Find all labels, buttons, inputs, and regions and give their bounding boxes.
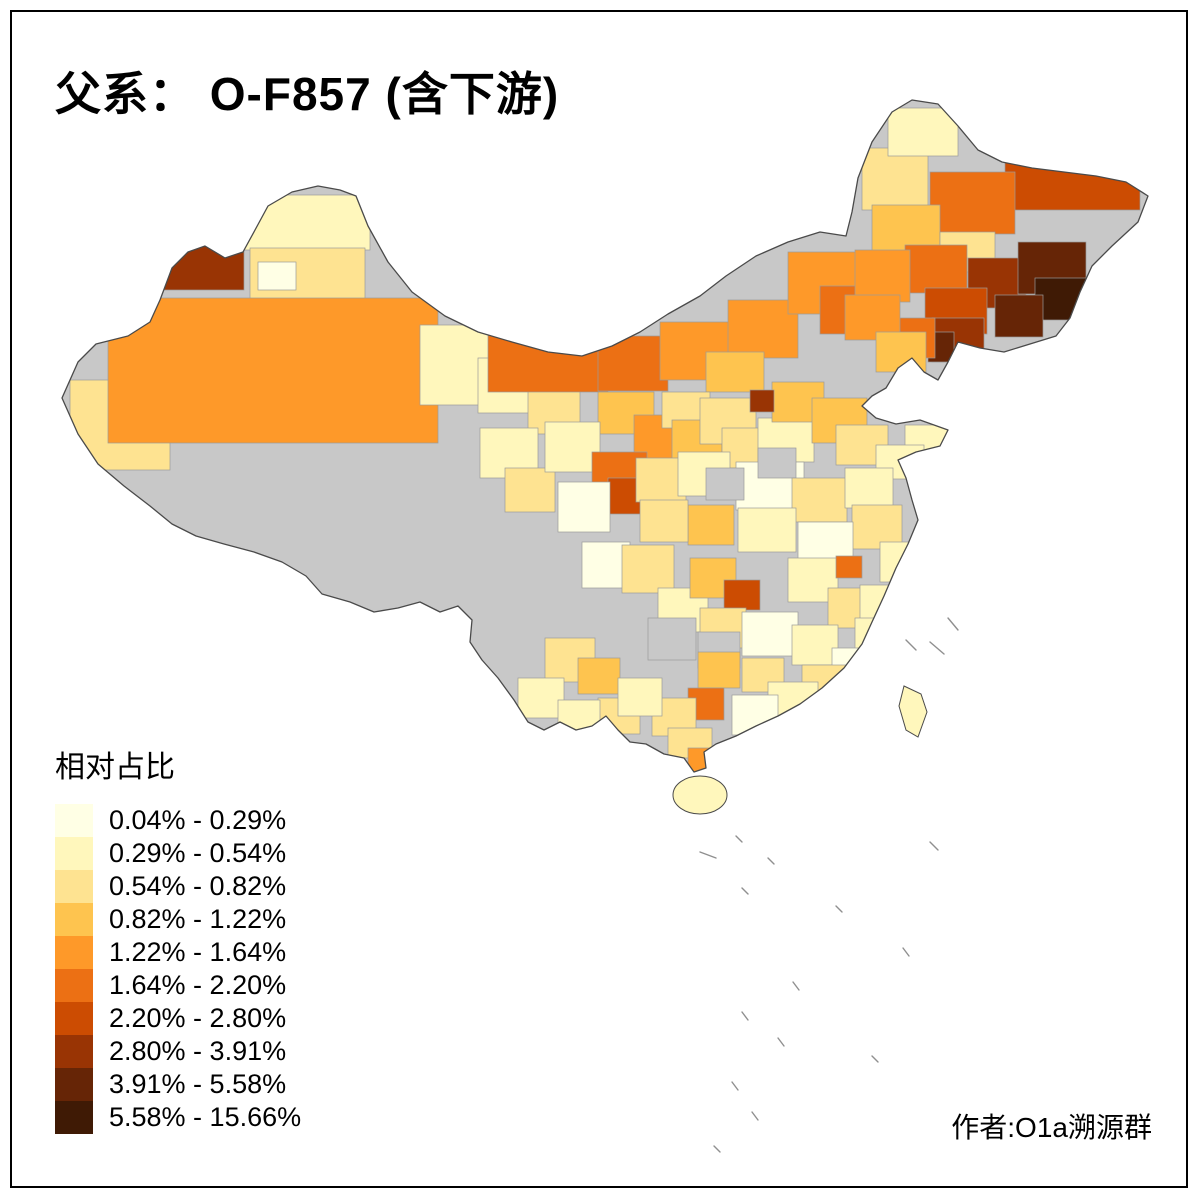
prefecture-cell bbox=[741, 611, 799, 657]
legend-row: 0.29% - 0.54% bbox=[55, 837, 301, 870]
prefecture-cell bbox=[517, 677, 565, 719]
prefecture-cell bbox=[723, 579, 761, 611]
sea-island-mark bbox=[767, 857, 775, 865]
legend-row: 0.54% - 0.82% bbox=[55, 870, 301, 903]
prefecture-cell bbox=[844, 467, 894, 509]
prefecture-cell bbox=[617, 677, 663, 717]
prefecture-cell bbox=[861, 147, 929, 211]
prefecture-cell bbox=[929, 171, 1016, 235]
sea-island-mark bbox=[735, 835, 743, 843]
prefecture-cell bbox=[597, 335, 669, 392]
legend-swatch bbox=[55, 903, 93, 936]
legend-row: 2.80% - 3.91% bbox=[55, 1035, 301, 1068]
national-boundary bbox=[61, 99, 1149, 773]
sea-island-mark bbox=[777, 1037, 785, 1047]
prefecture-cell bbox=[879, 541, 923, 583]
prefecture-cell bbox=[731, 694, 779, 736]
sea-island-mark bbox=[751, 1111, 759, 1121]
sea-island-mark bbox=[713, 1145, 721, 1153]
legend-swatch bbox=[55, 870, 93, 903]
legend-range-label: 0.04% - 0.29% bbox=[109, 805, 287, 835]
sea-island-mark bbox=[929, 641, 945, 655]
legend-swatch bbox=[55, 969, 93, 1002]
prefecture-cell bbox=[687, 504, 735, 546]
legend-range-label: 1.64% - 2.20% bbox=[109, 970, 287, 1000]
map-title: 父系： O-F857 (含下游) bbox=[55, 68, 560, 120]
legend-items: 0.04% - 0.29% 0.29% - 0.54% 0.54% - 0.82% 0… bbox=[55, 804, 301, 1134]
prefecture-cell bbox=[107, 297, 439, 444]
legend-row: 1.64% - 2.20% bbox=[55, 969, 301, 1002]
legend-range-label: 2.80% - 3.91% bbox=[109, 1036, 287, 1066]
prefecture-cell bbox=[504, 467, 556, 513]
prefecture-cell bbox=[844, 294, 901, 341]
prefecture-cell bbox=[854, 249, 911, 303]
legend-range-label: 3.91% - 5.58% bbox=[109, 1069, 287, 1099]
legend-range-label: 0.29% - 0.54% bbox=[109, 838, 287, 868]
legend-swatch bbox=[55, 1101, 93, 1134]
legend-row: 3.91% - 5.58% bbox=[55, 1068, 301, 1101]
prefecture-cell bbox=[994, 294, 1044, 338]
prefecture-cell bbox=[705, 467, 745, 501]
prefecture-cell bbox=[577, 657, 621, 695]
prefecture-cell bbox=[727, 299, 799, 359]
prefecture-cell bbox=[557, 481, 611, 533]
legend-swatch bbox=[55, 1002, 93, 1035]
sea-island-mark bbox=[947, 617, 959, 631]
sea-island-mark bbox=[871, 1055, 879, 1063]
prefecture-cell bbox=[854, 617, 896, 657]
prefecture-cell bbox=[621, 544, 675, 594]
prefecture-cell bbox=[887, 107, 959, 157]
taiwan-island bbox=[898, 685, 928, 738]
sea-island-mark bbox=[905, 639, 917, 651]
legend-range-label: 0.82% - 1.22% bbox=[109, 904, 287, 934]
prefecture-cell bbox=[647, 617, 697, 661]
legend-range-label: 1.22% - 1.64% bbox=[109, 937, 287, 967]
prefecture-cell bbox=[737, 507, 797, 553]
prefecture-cell bbox=[487, 329, 609, 393]
legend-row: 0.04% - 0.29% bbox=[55, 804, 301, 837]
legend-swatch bbox=[55, 804, 93, 837]
prefecture-cell bbox=[835, 555, 863, 579]
sea-island-mark bbox=[792, 981, 800, 991]
sea-island-mark bbox=[741, 1011, 749, 1021]
legend-swatch bbox=[55, 936, 93, 969]
legend-row: 5.58% - 15.66% bbox=[55, 1101, 301, 1134]
prefecture-cell bbox=[639, 499, 689, 543]
sea-island-mark bbox=[699, 851, 717, 859]
sea-island-mark bbox=[741, 887, 749, 895]
sea-island-mark bbox=[902, 947, 910, 957]
legend-row: 2.20% - 2.80% bbox=[55, 1002, 301, 1035]
prefecture-cell bbox=[697, 651, 741, 689]
prefecture-cell bbox=[904, 244, 968, 294]
sea-island-mark bbox=[731, 1081, 739, 1091]
prefecture-cell bbox=[1004, 137, 1141, 211]
legend-swatch bbox=[55, 1035, 93, 1068]
prefecture-cell bbox=[257, 261, 297, 291]
legend: 相对占比 0.04% - 0.29% 0.29% - 0.54% 0.54% - 0… bbox=[55, 742, 301, 1134]
legend-swatch bbox=[55, 1068, 93, 1101]
prefecture-cell bbox=[705, 351, 765, 393]
prefecture-cell bbox=[791, 477, 848, 523]
prefecture-cell bbox=[544, 421, 601, 473]
author-credit: 作者:O1a溯源群 bbox=[951, 1112, 1152, 1143]
legend-range-label: 2.20% - 2.80% bbox=[109, 1003, 287, 1033]
prefecture-cell bbox=[249, 247, 366, 304]
legend-row: 1.22% - 1.64% bbox=[55, 936, 301, 969]
prefecture-cell bbox=[757, 447, 797, 479]
legend-swatch bbox=[55, 837, 93, 870]
prefecture-cell bbox=[159, 241, 245, 291]
sea-island-mark bbox=[929, 841, 939, 851]
prefecture-cell bbox=[791, 624, 839, 666]
hainan-island bbox=[672, 775, 728, 815]
sea-island-mark bbox=[835, 905, 843, 913]
legend-range-label: 5.58% - 15.66% bbox=[109, 1102, 302, 1132]
legend-title: 相对占比 bbox=[55, 751, 175, 784]
legend-row: 0.82% - 1.22% bbox=[55, 903, 301, 936]
legend-range-label: 0.54% - 0.82% bbox=[109, 871, 287, 901]
prefecture-cell bbox=[749, 389, 775, 413]
